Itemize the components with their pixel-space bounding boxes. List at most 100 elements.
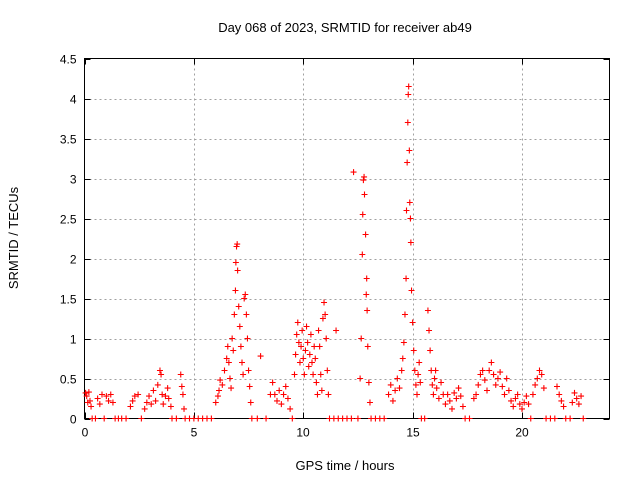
data-point (521, 399, 528, 406)
data-point (82, 389, 89, 396)
data-point (181, 405, 188, 412)
data-point (159, 391, 166, 398)
data-point (232, 259, 239, 266)
data-point (298, 343, 305, 350)
data-point (282, 383, 289, 390)
data-point (105, 397, 112, 404)
data-point (514, 391, 521, 398)
data-point (405, 91, 412, 98)
data-point (444, 391, 451, 398)
data-point (94, 395, 101, 402)
data-point (366, 399, 373, 406)
data-point (229, 335, 236, 342)
data-point (293, 331, 300, 338)
x-tick-label: 0 (82, 426, 89, 440)
y-tick-label: 1 (70, 333, 77, 347)
data-point (333, 327, 340, 334)
data-point (223, 355, 230, 362)
y-axis-label: SRMTID / TECUs (6, 186, 21, 289)
data-point (101, 415, 108, 422)
data-point (484, 387, 490, 394)
x-axis-label: GPS time / hours (296, 458, 395, 473)
data-point (323, 335, 330, 342)
y-tick-label: 1.5 (60, 293, 77, 307)
data-point (578, 393, 585, 400)
data-point (501, 391, 508, 398)
grid-lines (84, 58, 610, 419)
data-point (411, 367, 418, 374)
y-tick-label: 0.5 (60, 373, 77, 387)
data-point (242, 291, 249, 298)
data-point (364, 343, 371, 350)
data-point (248, 415, 255, 422)
data-point (234, 267, 241, 274)
data-point (554, 383, 560, 390)
data-point (178, 383, 185, 390)
data-point (317, 371, 324, 378)
data-point (318, 387, 325, 394)
data-point (359, 211, 366, 218)
data-point (404, 119, 411, 126)
data-point (143, 399, 150, 406)
y-tick-label: 2.5 (60, 213, 77, 227)
data-point (230, 347, 237, 354)
data-point (307, 331, 314, 338)
data-point (529, 391, 536, 398)
data-point (322, 311, 329, 318)
data-point (232, 287, 239, 294)
data-point (508, 397, 515, 404)
x-tick-label: 15 (406, 426, 420, 440)
data-point (85, 389, 92, 396)
y-tick-label: 2 (70, 253, 77, 267)
data-point (162, 393, 169, 400)
data-point (214, 393, 221, 400)
data-point (287, 405, 294, 412)
data-point (243, 311, 250, 318)
data-point (527, 415, 534, 422)
data-point (123, 415, 130, 422)
data-point (274, 397, 280, 404)
data-point (442, 401, 449, 408)
data-point (361, 191, 368, 198)
data-point (453, 395, 460, 402)
data-point (359, 251, 366, 258)
data-point (407, 239, 414, 246)
data-point (558, 397, 565, 404)
data-point (245, 367, 252, 374)
data-point (107, 391, 114, 398)
data-point (404, 159, 411, 166)
data-point (560, 403, 567, 410)
data-point (361, 173, 368, 180)
data-point (103, 393, 110, 400)
data-point (138, 415, 145, 422)
data-point (208, 415, 215, 422)
data-point (299, 327, 306, 334)
data-point (392, 387, 399, 394)
data-point (409, 319, 416, 326)
data-point (86, 397, 93, 404)
data-point (540, 385, 547, 392)
data-point (430, 391, 437, 398)
data-point (160, 401, 167, 408)
data-point (271, 391, 278, 398)
data-point (236, 323, 243, 330)
data-point (99, 391, 105, 398)
data-point (429, 381, 436, 388)
data-point (96, 401, 103, 408)
data-point (532, 381, 539, 388)
data-point (525, 401, 532, 408)
data-point (360, 177, 367, 184)
data-point (146, 393, 153, 400)
data-point (263, 415, 270, 422)
data-point (363, 275, 370, 282)
plot-frame (84, 58, 610, 419)
data-point (239, 359, 245, 366)
y-tick-label: 3 (70, 173, 77, 187)
data-point (364, 307, 371, 314)
data-point (406, 147, 413, 154)
data-point (319, 315, 326, 322)
data-point (280, 391, 287, 398)
data-point (389, 397, 396, 404)
data-point (216, 387, 223, 394)
data-point (575, 401, 582, 408)
